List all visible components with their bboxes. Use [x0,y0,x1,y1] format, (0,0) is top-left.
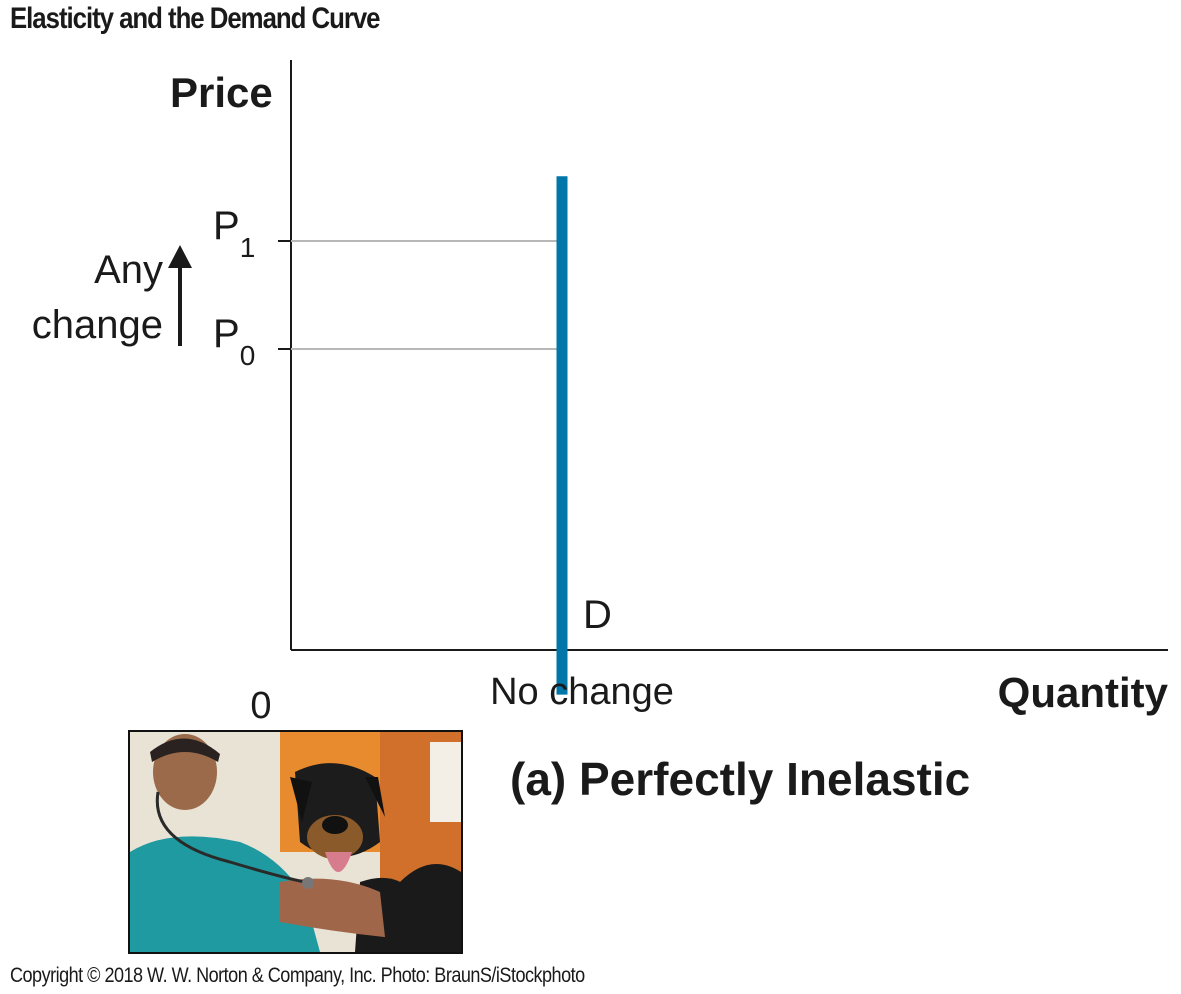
chart-axes [278,60,1168,651]
origin-label: 0 [250,685,271,727]
x-tick-label-no-change: No change [490,671,674,713]
y-tick-label-p0: P0 [213,312,255,371]
chart-labels: P1 P0 D Price Quantity 0 No change Any change [32,69,1169,727]
annotation-any: Any [94,248,163,292]
annotation-arrow-head [168,245,192,268]
y-axis-label: Price [170,69,273,116]
x-axis-label: Quantity [998,669,1169,716]
slide-title: Elasticity and the Demand Curve [10,2,380,35]
annotation-change: change [32,303,163,347]
vet-dog-photo [128,730,463,954]
panel-caption: (a) Perfectly Inelastic [510,753,971,805]
y-tick-label-p1: P1 [213,204,255,263]
demand-curve-label: D [583,593,612,637]
price-guide-lines [291,240,562,350]
copyright-notice: Copyright © 2018 W. W. Norton & Company,… [10,964,585,987]
